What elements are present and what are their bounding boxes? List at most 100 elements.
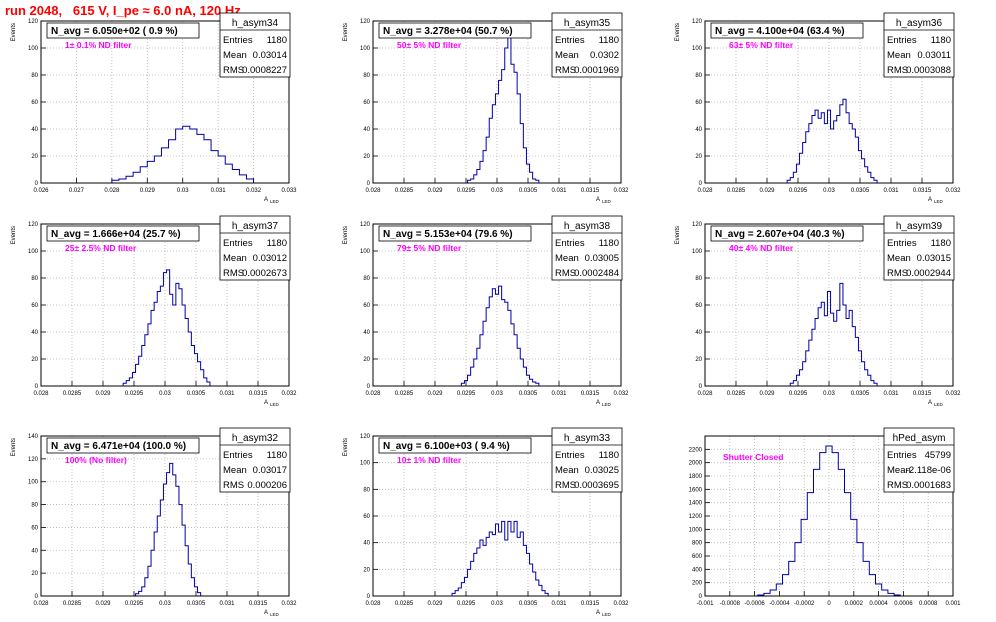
x-tick-label: 0.0285 (63, 601, 82, 607)
y-axis-label: Events (11, 226, 17, 244)
y-tick-label: 0 (699, 384, 703, 390)
y-tick-label: 140 (28, 434, 39, 440)
stats-value-mean: 0.03014 (253, 50, 287, 61)
stats-label: RMS (223, 480, 244, 491)
stats-value-mean: 0.0302 (590, 50, 619, 61)
navg-label-box (378, 225, 532, 242)
stats-value-entries: 1180 (931, 35, 951, 46)
y-tick-label: 1400 (689, 501, 703, 507)
x-tick-label: -0.0008 (720, 601, 741, 607)
y-tick-label: 20 (31, 571, 38, 577)
x-tick-label: 0.0305 (519, 188, 538, 194)
stats-box (883, 215, 955, 281)
filter-note: 40± 4% ND filter (729, 243, 794, 253)
histogram-panel-h_asym36: 0.028 0.0285 0.029 0.0295 0.03 0.0305 0.031 0.0… (675, 12, 961, 204)
y-tick-label: 60 (363, 303, 370, 309)
x-tick-label: 0.029 (95, 391, 111, 397)
x-tick-label: 0.029 (759, 188, 775, 194)
navg-label: N_avg = 6.471e+04 (100.0 %) (51, 441, 186, 452)
y-tick-label: 100 (28, 480, 39, 486)
histogram-panel-h_asym34: 0.026 0.027 0.028 0.029 0.03 0.031 0.032 0.033 0… (11, 12, 297, 204)
y-tick-label: 120 (360, 222, 371, 228)
y-tick-label: 20 (695, 357, 702, 363)
x-tick-label: 0.031 (551, 188, 567, 194)
y-axis-label: Events (11, 438, 17, 456)
histogram-panel-h_asym33: 0.028 0.0285 0.029 0.0295 0.03 0.0305 0.031 0.0… (343, 427, 629, 617)
y-tick-label: 60 (363, 514, 370, 520)
x-tick-label: 0.029 (759, 391, 775, 397)
x-tick-label: 0.032 (281, 391, 297, 397)
stats-box (219, 12, 291, 78)
stats-value-entries: 1180 (267, 35, 287, 46)
x-axis-label: A (596, 610, 600, 616)
x-tick-label: 0.031 (219, 391, 235, 397)
x-axis-label: A (928, 197, 932, 203)
y-tick-label: 40 (695, 127, 702, 133)
histogram-name: h_asym33 (564, 433, 611, 444)
filter-note: 50± 5% ND filter (397, 40, 462, 50)
y-tick-label: 0 (35, 594, 39, 600)
y-tick-label: 80 (31, 73, 38, 79)
stats-value-mean: 0.03012 (253, 253, 287, 264)
y-tick-label: 2200 (689, 447, 703, 453)
y-tick-label: 120 (692, 222, 703, 228)
stats-label: RMS (223, 268, 244, 279)
y-axis-label: Events (343, 23, 349, 41)
x-tick-label: -0.0002 (794, 601, 815, 607)
x-tick-label: 0.0002 (845, 601, 864, 607)
stats-value-mean: 0.03017 (253, 465, 287, 476)
x-tick-label: 0.0295 (457, 188, 476, 194)
y-axis-label: Events (11, 23, 17, 41)
stats-value-entries: 1180 (267, 450, 287, 461)
y-tick-label: 40 (363, 127, 370, 133)
y-tick-label: 40 (363, 330, 370, 336)
stats-box (219, 215, 291, 281)
stats-label: Entries (887, 35, 917, 46)
stats-value-entries: 1180 (599, 35, 619, 46)
stats-label: RMS (887, 65, 908, 76)
stats-value-entries: 1180 (599, 238, 619, 249)
histogram-series (122, 269, 211, 386)
x-tick-label: 0.033 (281, 188, 297, 194)
histogram-name: hPed_asym (893, 433, 946, 444)
histogram-panel-hPed_asym: -0.001 -0.0008 -0.0006 -0.0004 -0.0002 0 0.000… (689, 427, 961, 607)
x-tick-label: 0.032 (613, 601, 629, 607)
x-tick-label: 0.032 (613, 188, 629, 194)
y-axis-label: Events (343, 226, 349, 244)
y-tick-label: 100 (28, 46, 39, 52)
x-tick-label: 0 (827, 601, 831, 607)
x-tick-label: 0.0295 (789, 391, 808, 397)
filter-note: 10± 1% ND filter (397, 455, 462, 465)
x-axis-label-subscript: LED (934, 402, 944, 407)
navg-label-box (46, 22, 200, 39)
x-tick-label: 0.0008 (919, 601, 938, 607)
x-tick-label: 0.0285 (727, 188, 746, 194)
stats-label: RMS (555, 65, 576, 76)
histogram-series (789, 282, 878, 386)
x-tick-label: 0.029 (427, 601, 443, 607)
x-tick-label: 0.0285 (727, 391, 746, 397)
y-tick-label: 0 (699, 181, 703, 187)
x-tick-label: 0.027 (69, 188, 85, 194)
x-tick-label: 0.032 (613, 391, 629, 397)
x-tick-label: 0.001 (945, 601, 961, 607)
x-tick-label: 0.03 (159, 391, 171, 397)
x-tick-label: 0.0285 (395, 601, 414, 607)
y-tick-label: 100 (360, 461, 371, 467)
navg-label: N_avg = 5.153e+04 (79.6 %) (383, 229, 513, 240)
stats-value-rms: 0.0003088 (906, 65, 951, 76)
navg-label: N_avg = 6.050e+02 ( 0.9 %) (51, 26, 178, 37)
x-tick-label: 0.028 (697, 188, 713, 194)
stats-value-mean: -2.118e-06 (906, 465, 951, 476)
x-axis-label: A (264, 610, 268, 616)
y-tick-label: 100 (692, 249, 703, 255)
navg-label: N_avg = 1.666e+04 (25.7 %) (51, 229, 181, 240)
y-tick-label: 200 (692, 581, 703, 587)
stats-value-rms: 0.0002673 (242, 268, 287, 279)
y-tick-label: 80 (695, 276, 702, 282)
y-tick-label: 80 (31, 276, 38, 282)
stats-label: RMS (887, 268, 908, 279)
stats-label: Entries (555, 450, 585, 461)
y-tick-label: 80 (363, 73, 370, 79)
x-axis-label: A (596, 197, 600, 203)
